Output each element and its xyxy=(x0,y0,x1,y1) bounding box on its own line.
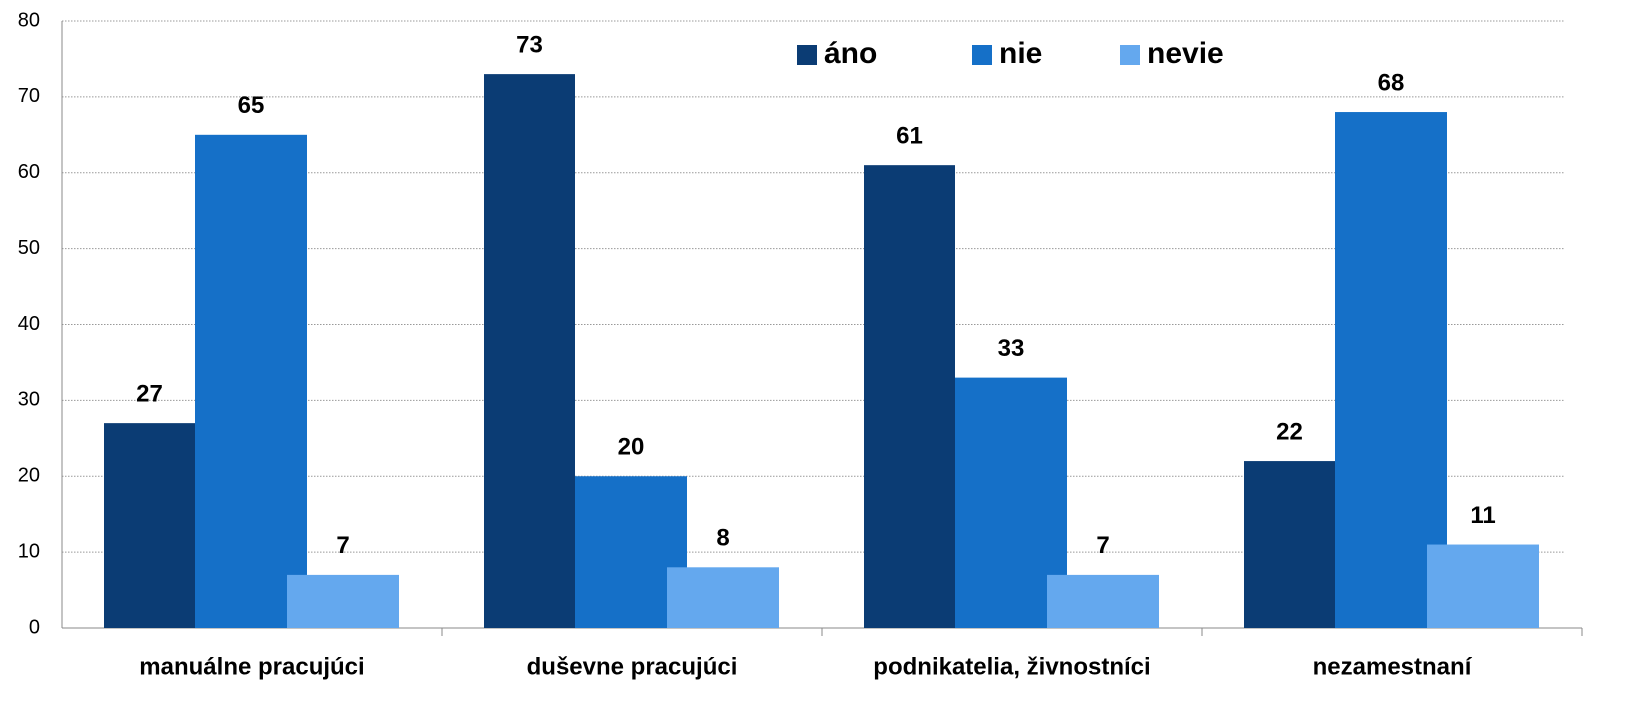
data-label: 68 xyxy=(1378,69,1405,96)
data-label: 65 xyxy=(238,92,265,119)
x-tick-label: podnikatelia, živnostníci xyxy=(873,653,1150,680)
x-tick-label: manuálne pracujúci xyxy=(139,653,364,680)
data-label: 33 xyxy=(998,335,1025,362)
bar xyxy=(1047,574,1159,628)
data-label: 61 xyxy=(896,123,923,150)
data-label: 22 xyxy=(1276,418,1303,445)
y-tick-label: 40 xyxy=(18,313,40,335)
data-label: 20 xyxy=(618,434,645,461)
bar xyxy=(667,567,779,628)
y-tick-label: 70 xyxy=(18,85,40,107)
y-tick-label: 80 xyxy=(18,9,40,31)
data-label: 27 xyxy=(136,380,163,407)
legend-swatch xyxy=(797,45,817,65)
bar xyxy=(104,423,195,628)
bar xyxy=(1244,461,1335,628)
bar xyxy=(864,165,955,628)
legend-label: nevie xyxy=(1147,37,1224,70)
data-label: 11 xyxy=(1470,502,1495,529)
y-tick-label: 10 xyxy=(18,540,40,562)
y-tick-label: 20 xyxy=(18,465,40,487)
y-tick-label: 0 xyxy=(29,616,40,638)
y-tick-label: 60 xyxy=(18,161,40,183)
data-label: 7 xyxy=(336,532,349,559)
bar xyxy=(195,134,307,628)
x-tick-label: duševne pracujúci xyxy=(527,653,738,680)
bar xyxy=(287,574,399,628)
legend-swatch xyxy=(1120,45,1140,65)
y-tick-label: 50 xyxy=(18,237,40,259)
bar xyxy=(1427,544,1539,628)
legend-swatch xyxy=(972,45,992,65)
bar xyxy=(1335,112,1447,629)
bar xyxy=(484,74,575,629)
legend-label: áno xyxy=(824,37,877,70)
legend-label: nie xyxy=(999,37,1042,70)
data-label: 7 xyxy=(1096,532,1109,559)
y-tick-label: 30 xyxy=(18,389,40,411)
x-tick-label: nezamestnaní xyxy=(1313,653,1473,680)
data-label: 73 xyxy=(516,31,543,58)
data-label: 8 xyxy=(716,525,729,552)
